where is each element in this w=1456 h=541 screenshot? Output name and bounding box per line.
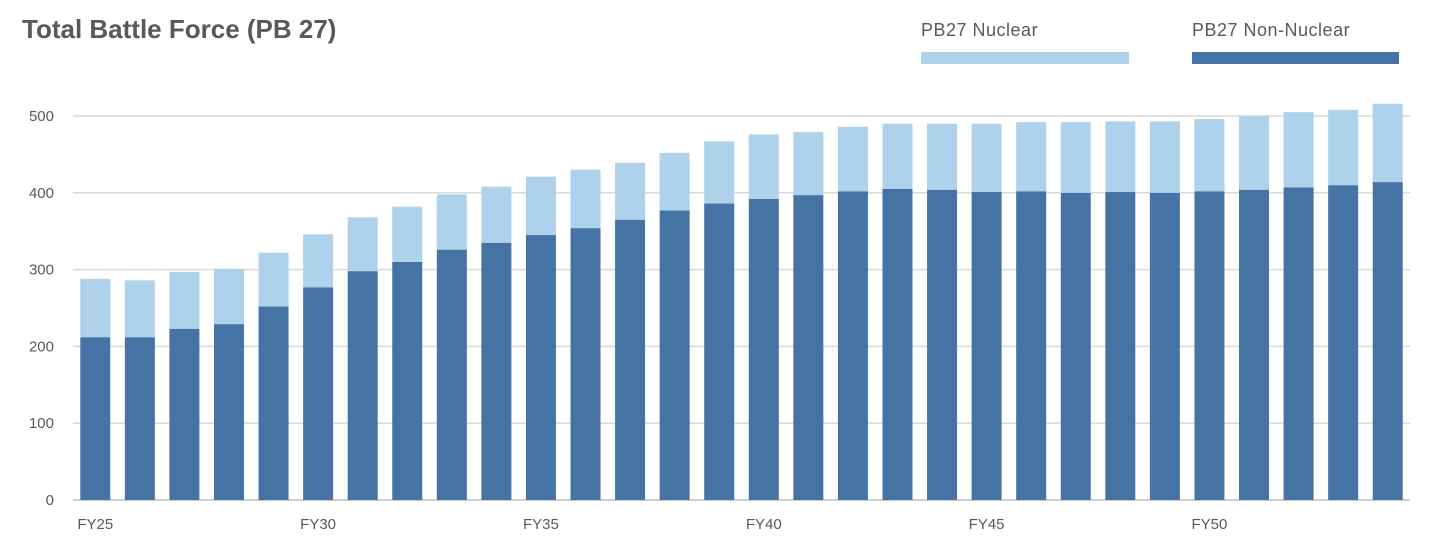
bar-nuclear-FY49 (1149, 121, 1180, 193)
x-tick-label: FY35 (523, 516, 559, 533)
bar-non-nuclear-FY49 (1149, 192, 1180, 501)
x-tick-label: FY45 (969, 516, 1005, 533)
legend-item-non-nuclear: PB27 Non-Nuclear (1192, 20, 1350, 41)
legend-swatch-non-nuclear (1192, 52, 1399, 64)
bar-non-nuclear-FY25 (80, 337, 111, 500)
bar-non-nuclear-FY46 (1016, 191, 1047, 500)
y-tick-label: 500 (29, 108, 54, 125)
bar-nuclear-FY30 (303, 234, 334, 288)
bar-nuclear-FY42 (837, 126, 868, 192)
bar-non-nuclear-FY39 (704, 203, 735, 500)
x-tick-label: FY25 (77, 516, 113, 533)
bar-nuclear-FY46 (1016, 122, 1047, 192)
bar-nuclear-FY41 (793, 132, 824, 196)
bar-nuclear-FY52 (1283, 112, 1314, 188)
bar-nuclear-FY25 (80, 278, 111, 338)
bar-non-nuclear-FY37 (615, 219, 646, 500)
bar-nuclear-FY28 (213, 268, 244, 325)
bar-non-nuclear-FY44 (927, 189, 958, 500)
chart-title: Total Battle Force (PB 27) (22, 14, 337, 44)
bar-nuclear-FY43 (882, 123, 913, 189)
bar-non-nuclear-FY43 (882, 188, 913, 500)
bar-non-nuclear-FY26 (124, 337, 155, 500)
bar-non-nuclear-FY42 (837, 191, 868, 500)
bar-non-nuclear-FY27 (169, 328, 200, 500)
bar-non-nuclear-FY28 (213, 324, 244, 500)
bar-nuclear-FY50 (1194, 119, 1225, 192)
legend-label-nuclear: PB27 Nuclear (921, 20, 1039, 40)
x-tick-label: FY50 (1192, 516, 1228, 533)
bar-nuclear-FY27 (169, 271, 200, 329)
bar-non-nuclear-FY54 (1372, 182, 1403, 500)
bar-nuclear-FY45 (971, 123, 1002, 193)
y-tick-label: 200 (29, 338, 54, 355)
bar-non-nuclear-FY41 (793, 195, 824, 500)
bar-non-nuclear-FY36 (570, 228, 601, 501)
legend-label-non-nuclear: PB27 Non-Nuclear (1192, 20, 1351, 40)
bar-nuclear-FY26 (124, 280, 155, 338)
bar-nuclear-FY36 (570, 169, 601, 229)
bar-non-nuclear-FY32 (392, 261, 423, 500)
bar-non-nuclear-FY38 (659, 210, 690, 501)
bar-nuclear-FY53 (1328, 109, 1359, 186)
bar-nuclear-FY35 (525, 176, 556, 236)
y-tick-label: 100 (29, 415, 54, 432)
y-tick-label: 0 (46, 492, 54, 509)
bar-non-nuclear-FY29 (258, 306, 289, 500)
bar-non-nuclear-FY33 (436, 249, 467, 500)
y-tick-label: 300 (29, 262, 54, 279)
legend-swatch-nuclear (921, 52, 1129, 64)
bar-nuclear-FY29 (258, 252, 289, 307)
x-tick-label: FY40 (746, 516, 782, 533)
bar-nuclear-FY47 (1060, 122, 1091, 193)
bar-non-nuclear-FY51 (1239, 189, 1270, 500)
bar-non-nuclear-FY45 (971, 192, 1002, 501)
bar-non-nuclear-FY48 (1105, 192, 1136, 501)
bar-nuclear-FY31 (347, 217, 378, 272)
bar-nuclear-FY48 (1105, 121, 1136, 193)
bar-nuclear-FY37 (615, 162, 646, 220)
bar-non-nuclear-FY31 (347, 271, 378, 500)
bar-non-nuclear-FY47 (1060, 192, 1091, 501)
bar-nuclear-FY39 (704, 141, 735, 204)
bar-non-nuclear-FY50 (1194, 191, 1225, 500)
bar-nuclear-FY44 (927, 123, 958, 190)
bar-non-nuclear-FY53 (1328, 185, 1359, 500)
y-tick-label: 400 (29, 185, 54, 202)
legend-item-nuclear: PB27 Nuclear (921, 20, 1038, 41)
bar-nuclear-FY51 (1239, 116, 1270, 190)
bar-nuclear-FY32 (392, 206, 423, 262)
bar-nuclear-FY38 (659, 152, 690, 211)
x-tick-label: FY30 (300, 516, 336, 533)
bar-nuclear-FY34 (481, 186, 512, 243)
bar-non-nuclear-FY35 (525, 235, 556, 501)
bar-nuclear-FY40 (748, 134, 779, 199)
bar-nuclear-FY33 (436, 194, 467, 250)
bar-non-nuclear-FY30 (303, 287, 334, 500)
bar-nuclear-FY54 (1372, 103, 1403, 183)
bar-non-nuclear-FY52 (1283, 187, 1314, 500)
bar-non-nuclear-FY40 (748, 198, 779, 500)
bar-non-nuclear-FY34 (481, 242, 512, 500)
